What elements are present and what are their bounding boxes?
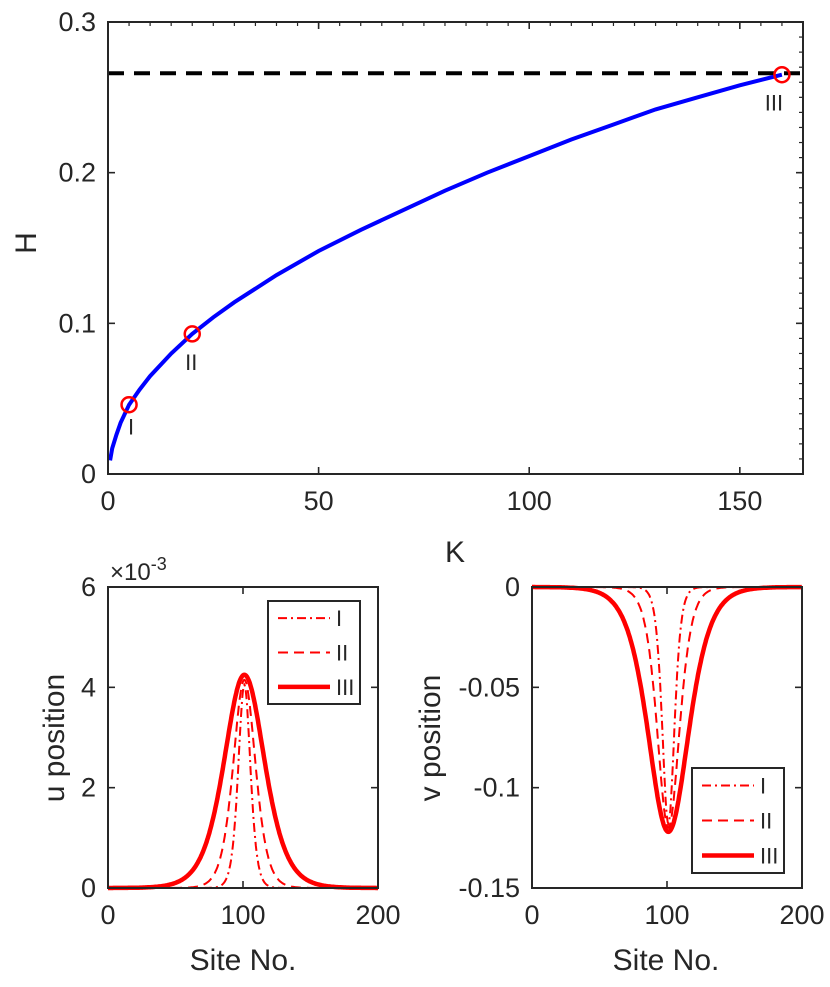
br-y-tick-label: -0.1 — [473, 773, 520, 803]
br-y-tick-label: -0.05 — [458, 672, 520, 702]
u-y-axis-label: u position — [38, 674, 71, 802]
bl-x-tick-label: 100 — [220, 900, 265, 930]
top-y-axis-label: H — [10, 232, 43, 254]
bl-legend-label-iii: III — [336, 675, 354, 700]
br-x-tick-label: 200 — [779, 900, 824, 930]
marker-label-i: I — [128, 415, 134, 440]
bl-x-tick-label: 200 — [355, 900, 400, 930]
marker-ii — [183, 325, 201, 343]
bl-x-tick-label: 0 — [100, 900, 115, 930]
br-x-tick-label: 100 — [644, 900, 689, 930]
v-x-axis-label: Site No. — [613, 944, 720, 977]
bl-y-tick-label: 6 — [81, 572, 96, 602]
br-legend-label-i: I — [760, 774, 766, 799]
v-y-axis-label: v position — [414, 675, 447, 802]
top-y-tick-label: 0.3 — [58, 7, 96, 37]
top-x-tick-label: 0 — [100, 486, 115, 516]
top-x-axis-label: K — [445, 536, 465, 569]
bl-legend-label-ii: II — [336, 641, 348, 666]
u-exponent-power: -3 — [151, 554, 167, 574]
br-x-tick-label: 0 — [524, 900, 539, 930]
bl-legend-label-i: I — [336, 606, 342, 631]
br-series-iii — [532, 584, 803, 835]
br-legend-label-ii: II — [760, 809, 772, 834]
u-x-axis-label: Site No. — [190, 944, 297, 977]
u-exponent-label: ×10-3 — [110, 554, 167, 586]
top-y-tick-label: 0 — [81, 459, 96, 489]
v-position-panel: 0 100 200 0 -0.05 -0.1 -0.15 Site No. v positi… — [414, 572, 825, 977]
top-x-tick-label: 50 — [304, 486, 334, 516]
marker-label-ii: II — [185, 350, 197, 375]
top-h-curve — [108, 72, 783, 461]
top-y-tick-label: 0.2 — [58, 158, 96, 188]
bl-series-ii — [108, 678, 378, 889]
marker-iii — [773, 65, 791, 84]
marker-label-iii: III — [765, 91, 783, 116]
top-x-tick-label: 100 — [507, 486, 552, 516]
bl-y-tick-label: 2 — [81, 773, 96, 803]
br-legend-label-iii: III — [760, 844, 778, 869]
marker-i — [120, 395, 138, 414]
bl-y-tick-label: 4 — [81, 672, 96, 702]
u-exponent-base: ×10 — [110, 559, 151, 586]
br-y-tick-label: 0 — [505, 572, 520, 602]
top-x-tick-label: 150 — [717, 486, 762, 516]
top-y-tick-label: 0.1 — [58, 308, 96, 338]
bl-y-tick-label: 0 — [81, 873, 96, 903]
br-y-tick-label: -0.15 — [458, 873, 520, 903]
